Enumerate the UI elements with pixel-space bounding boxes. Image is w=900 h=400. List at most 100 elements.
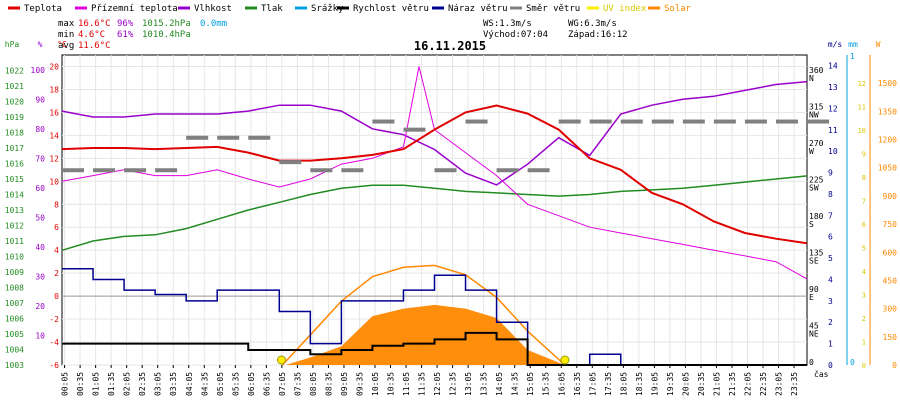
smer-mark-0 <box>62 168 84 173</box>
tick-dir-6: 90 <box>809 285 819 294</box>
tick-dir-label-6: E <box>809 293 814 302</box>
series-naraz <box>62 268 807 366</box>
tick-ms-4: 10 <box>828 147 838 156</box>
x-tick-23: 11:35 <box>418 372 427 396</box>
tick-uv-3: 9 <box>862 151 866 159</box>
x-tick-47: 23:35 <box>790 372 799 396</box>
tick-uv-4: 8 <box>862 174 866 182</box>
tick-dir-label-0: N <box>809 74 814 83</box>
smer-mark-10 <box>372 119 395 124</box>
x-tick-14: 07:05 <box>278 372 287 396</box>
tick-dir-1: 315 <box>809 102 824 111</box>
x-tick-6: 03:05 <box>154 372 163 396</box>
tick-w-9: 150 <box>883 333 898 342</box>
tick-ms-11: 3 <box>828 297 833 306</box>
tick-hpa-7: 1015 <box>5 175 24 184</box>
tick-pct-9: 10 <box>35 331 45 340</box>
tick-hpa-12: 1010 <box>5 253 24 262</box>
tick-ms-1: 13 <box>828 83 838 92</box>
x-tick-27: 13:35 <box>480 372 489 396</box>
tick-uv-7: 5 <box>862 245 866 253</box>
tick-temp-2: 16 <box>49 108 59 117</box>
tick-uv-11: 1 <box>862 339 866 347</box>
solar-theoretical-line <box>281 264 566 366</box>
tick-w-4: 900 <box>883 192 898 201</box>
x-tick-4: 02:05 <box>123 372 132 396</box>
tick-uv-5: 7 <box>862 198 866 206</box>
tick-hpa-9: 1013 <box>5 206 24 215</box>
tick-w-2: 1200 <box>878 136 897 145</box>
x-tick-29: 14:35 <box>511 372 520 396</box>
x-tick-35: 17:35 <box>604 372 613 396</box>
tick-pct-2: 80 <box>35 125 45 134</box>
x-tick-31: 15:35 <box>542 372 551 396</box>
smer-mark-23 <box>775 119 798 124</box>
tick-uv-9: 3 <box>862 292 866 300</box>
smer-mark-20 <box>682 119 705 124</box>
x-tick-0: 00:05 <box>61 372 70 396</box>
x-tick-34: 17:05 <box>588 372 597 396</box>
tick-w-5: 750 <box>883 220 898 229</box>
tick-temp-5: 10 <box>49 177 59 186</box>
tick-uv-2: 10 <box>858 127 866 135</box>
tick-temp-9: 2 <box>54 269 59 278</box>
chart-title: 16.11.2015 <box>414 39 486 53</box>
stat-min-temp: 4.6°C <box>78 30 105 40</box>
tick-dir-7: 45 <box>809 321 819 330</box>
tick-dir-4: 180 <box>809 212 824 221</box>
stat-max-temp: 16.6°C <box>78 19 111 29</box>
x-tick-12: 06:05 <box>247 372 256 396</box>
data-series <box>61 66 829 366</box>
tick-uv-8: 4 <box>862 268 866 276</box>
x-tick-37: 18:35 <box>635 372 644 396</box>
tick-pct-6: 40 <box>35 243 45 252</box>
legend-label-smer: Směr větru <box>526 4 580 14</box>
tick-ms-12: 2 <box>828 318 833 327</box>
tick-ms-9: 5 <box>828 254 833 263</box>
x-tick-21: 10:35 <box>387 372 396 396</box>
x-tick-16: 08:05 <box>309 372 318 396</box>
tick-pct-4: 60 <box>35 184 45 193</box>
axis-unit-temp: °C <box>57 40 67 49</box>
tick-dir-label-1: NW <box>809 110 819 119</box>
tick-pct-0: 100 <box>31 66 46 75</box>
marker-sunset <box>560 355 570 365</box>
x-tick-28: 14:05 <box>495 372 504 396</box>
tick-temp-1: 18 <box>49 85 59 94</box>
smer-mark-14 <box>496 168 519 173</box>
tick-hpa-5: 1017 <box>5 144 24 153</box>
tick-hpa-11: 1011 <box>5 237 24 246</box>
tick-dir-label-5: SE <box>809 256 819 265</box>
smer-mark-9 <box>341 168 364 173</box>
legend-label-vlhkost: Vlhkost <box>194 4 232 14</box>
legend-label-srazky: Srážky <box>311 4 344 14</box>
series-teplota <box>61 104 808 245</box>
x-tick-1: 00:35 <box>76 372 85 396</box>
tick-uv-12: 0 <box>862 362 866 370</box>
tick-dir-label-4: S <box>809 220 814 229</box>
legend: Teplota Přízemní teplota Vlhkost Tlak Srážky… <box>8 4 692 14</box>
tick-dir-label-2: W <box>809 147 814 156</box>
tick-hpa-3: 1019 <box>5 113 24 122</box>
legend-label-rychlost: Rychlost větru <box>353 4 429 14</box>
x-tick-33: 16:35 <box>573 372 582 396</box>
x-tick-42: 21:05 <box>712 372 721 396</box>
tick-w-0: 1500 <box>878 79 897 88</box>
tick-pct-5: 50 <box>35 213 45 222</box>
x-tick-30: 15:05 <box>526 372 535 396</box>
tick-ms-6: 8 <box>828 190 833 199</box>
tick-w-7: 450 <box>883 276 898 285</box>
x-tick-26: 13:05 <box>464 372 473 396</box>
tick-pct-3: 70 <box>35 154 45 163</box>
tick-temp-0: 20 <box>49 62 59 71</box>
tick-ms-3: 11 <box>828 126 838 135</box>
smer-mark-6 <box>248 135 271 140</box>
x-tick-32: 16:05 <box>557 372 566 396</box>
tick-pct-1: 90 <box>35 95 45 104</box>
x-tick-39: 19:35 <box>666 372 675 396</box>
axis-unit-hpa: hPa <box>5 40 20 49</box>
tick-temp-8: 4 <box>54 246 59 255</box>
wind-ws: WS:1.3m/s <box>483 19 532 29</box>
x-axis: 00:05 00:35 01:05 01:35 02:05 02:35 03:05 03:35… <box>61 365 829 396</box>
